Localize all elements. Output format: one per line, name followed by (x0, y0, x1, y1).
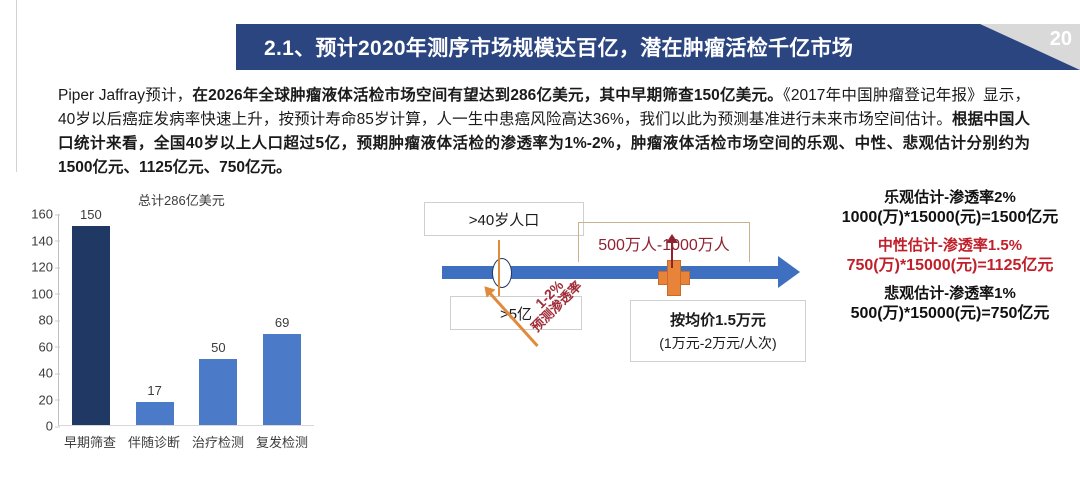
bar (135, 402, 174, 425)
paragraph-segment-0: Piper Jaffray预计， (58, 87, 193, 104)
y-tick-label: 60 (19, 339, 60, 354)
x-axis-label: 复发检测 (255, 435, 308, 450)
bar-slot: 17 (123, 214, 187, 425)
bar-value-label: 69 (274, 314, 290, 330)
y-tick-label: 120 (19, 260, 60, 275)
bar-slot: 50 (187, 214, 251, 425)
estimate-formula-2: 500(万)*15000(元)=750亿元 (850, 305, 1050, 322)
bracket-penetration-label: 500万人-1000万人 (598, 236, 730, 254)
slide-edge-line (16, 0, 17, 172)
x-axis-label: 早期筛查 (63, 435, 116, 450)
y-tick-label: 140 (19, 233, 60, 248)
estimate-heading-0: 乐观估计-渗透率2% (884, 189, 1016, 206)
body-paragraph: Piper Jaffray预计，在2026年全球肿瘤液体活检市场空间有望达到28… (58, 84, 1030, 180)
y-tick-label: 80 (19, 313, 60, 328)
y-tick-label: 160 (19, 207, 60, 222)
estimate-formula-1: 750(万)*15000(元)=1125亿元 (846, 257, 1054, 274)
chart-annotation: 总计286亿美元 (138, 193, 225, 208)
average-price-main: 按均价1.5万元 (670, 312, 766, 329)
x-axis-label: 治疗检测 (191, 435, 244, 450)
y-tick-label: 20 (19, 392, 60, 407)
paragraph-segment-1: 在2026年全球肿瘤液体活检市场空间有望达到286亿美元，其中早期筛查150亿美… (192, 87, 783, 104)
bracket-penetration-result: 500万人-1000万人 (578, 222, 750, 262)
y-tick-label: 40 (19, 366, 60, 381)
bar-value-label: 17 (147, 383, 162, 399)
bar-slot: 150 (59, 207, 123, 425)
bar-series: 150 17 50 69 (59, 207, 314, 425)
title-corner-wedge (980, 24, 1080, 70)
bar-value-label: 150 (80, 207, 102, 223)
page-title: 2.1、预计2020年测序市场规模达百亿，潜在肿瘤活检千亿市场 (264, 37, 854, 60)
estimate-list: 乐观估计-渗透率2% 1000(万)*15000(元)=1500亿元 中性估计-渗透… (824, 186, 1076, 330)
bar (71, 226, 110, 425)
box-population-over-40-label: >40岁人口 (468, 211, 540, 229)
flow-band (442, 266, 780, 279)
paragraph-segment-2: 《2017年中国肿瘤登记年报》显示，40岁以后癌症发病率快速上升，按预计寿命85… (58, 87, 1030, 128)
box-average-price: 按均价1.5万元 (1万元-2万元/人次) (630, 300, 806, 362)
average-price-range: (1万元-2万元/人次) (659, 335, 777, 351)
estimate-formula-0: 1000(万)*15000(元)=1500亿元 (841, 209, 1059, 226)
y-tick-label: 100 (19, 286, 60, 301)
down-arrow-icon (493, 240, 506, 306)
slide-title-bar: 2.1、预计2020年测序市场规模达百亿，潜在肿瘤活检千亿市场 20 (236, 24, 1080, 70)
estimate-heading-2: 悲观估计-渗透率1% (884, 285, 1016, 302)
plus-cross-icon (658, 260, 690, 296)
population-node-icon (492, 258, 512, 288)
flow-band-arrowhead-icon (778, 256, 800, 288)
estimate-heading-1: 中性估计-渗透率1.5% (877, 237, 1023, 254)
bar-value-label: 50 (211, 339, 226, 355)
chart-plot-area: 160 140 120 100 80 60 40 20 0 150 17 50 69 (31, 207, 314, 434)
box-population-count-label: >5亿 (499, 305, 533, 323)
bar (263, 333, 302, 425)
paragraph-segment-3: 根据中国人口统计来看，全国40岁以上人口超过5亿，预期肿瘤液体活检的渗透率为1%… (58, 111, 1030, 176)
bar-chart: 总计286亿美元 160 140 120 100 80 60 40 20 0 150 17 50 69… (14, 190, 324, 475)
bar (199, 358, 238, 425)
market-sizing-diagram: >40岁人口 >5亿 500万人-1000万人 1-2% 预测渗透率 按均价1.… (420, 196, 820, 386)
page-number: 20 (1049, 28, 1072, 50)
x-axis-label: 伴随诊断 (127, 435, 180, 450)
up-arrow-icon (666, 234, 678, 268)
y-tick-label: 0 (19, 419, 60, 434)
bar-slot: 69 (250, 214, 314, 425)
box-population-over-40: >40岁人口 (424, 202, 584, 236)
